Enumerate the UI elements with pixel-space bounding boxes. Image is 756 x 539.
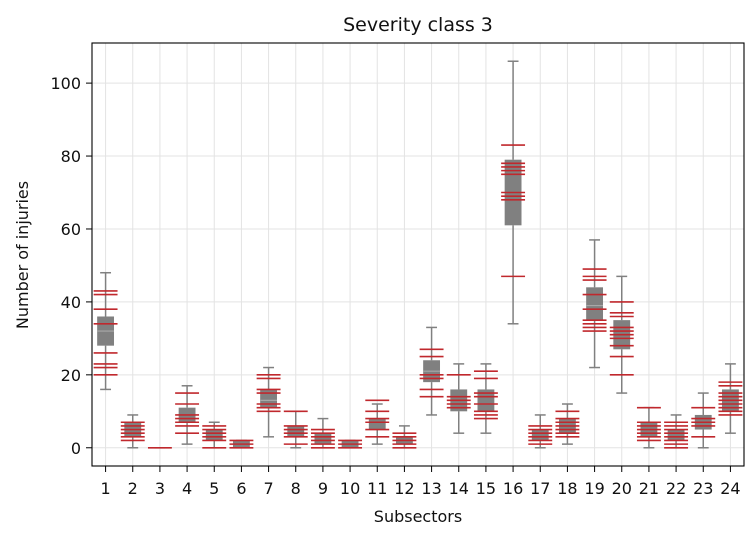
x-tick-label: 22 [666, 479, 686, 498]
iqr-box [260, 389, 278, 408]
y-tick-label: 20 [61, 366, 81, 385]
x-tick-label: 20 [612, 479, 632, 498]
x-tick-label: 9 [318, 479, 328, 498]
iqr-box [368, 418, 386, 430]
x-tick-label: 11 [367, 479, 387, 498]
y-tick-label: 80 [61, 147, 81, 166]
chart-title: Severity class 3 [343, 14, 493, 36]
x-tick-label: 16 [503, 479, 523, 498]
box-7 [260, 366, 278, 438]
plot-frame [91, 42, 745, 467]
iqr-box [667, 429, 685, 441]
x-tick-label: 10 [340, 479, 360, 498]
x-tick-label: 5 [209, 479, 219, 498]
y-axis-label: Number of injuries [13, 181, 32, 329]
iqr-box [531, 429, 549, 441]
x-tick-label: 6 [236, 479, 246, 498]
iqr-box [477, 389, 495, 412]
observations [93, 144, 743, 449]
x-tick-label: 14 [449, 479, 469, 498]
x-tick-label: 18 [557, 479, 577, 498]
iqr-box [586, 287, 604, 321]
x-tick-label: 4 [182, 479, 192, 498]
x-tick-label: 15 [476, 479, 496, 498]
x-tick-label: 12 [394, 479, 414, 498]
x-tick-label: 1 [100, 479, 110, 498]
box-13 [423, 326, 441, 416]
y-tick-label: 40 [61, 293, 81, 312]
y-tick-label: 100 [50, 74, 81, 93]
x-tick-label: 21 [639, 479, 659, 498]
y-tick-label: 0 [71, 439, 81, 458]
x-tick-label: 8 [291, 479, 301, 498]
x-tick-label: 2 [128, 479, 138, 498]
iqr-box [314, 433, 332, 445]
x-tick-label: 3 [155, 479, 165, 498]
x-tick-label: 23 [693, 479, 713, 498]
x-tick-label: 24 [720, 479, 740, 498]
x-axis-label: Subsectors [374, 507, 462, 526]
x-tick-label: 19 [584, 479, 604, 498]
x-tick-label: 17 [530, 479, 550, 498]
x-tick-label: 13 [421, 479, 441, 498]
x-tick-label: 7 [263, 479, 273, 498]
iqr-box [287, 425, 305, 437]
y-tick-label: 60 [61, 220, 81, 239]
iqr-box [205, 429, 223, 441]
